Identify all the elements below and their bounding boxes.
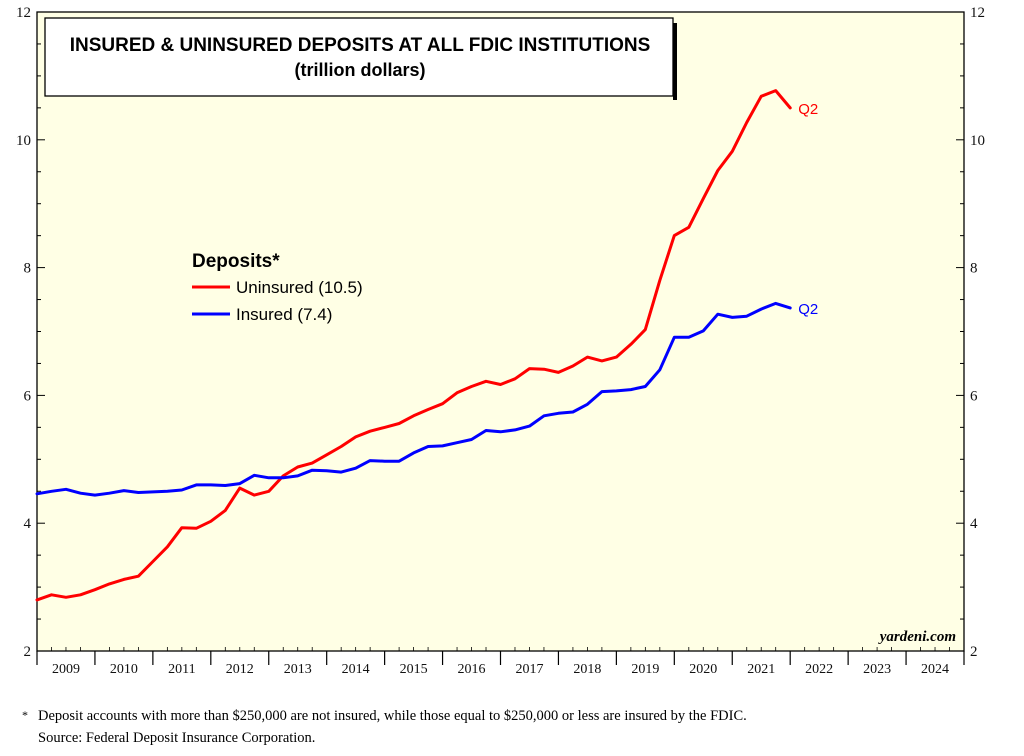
y-tick-label-right: 2 bbox=[970, 644, 978, 660]
plot-area bbox=[36, 11, 965, 652]
x-tick-label: 2023 bbox=[863, 662, 891, 677]
footnote-source: Source: Federal Deposit Insurance Corpor… bbox=[38, 730, 316, 746]
x-tick-label: 2016 bbox=[458, 662, 486, 677]
x-tick-label: 2019 bbox=[631, 662, 659, 677]
x-tick-label: 2010 bbox=[110, 662, 138, 677]
x-tick-label: 2014 bbox=[342, 662, 370, 677]
footnote-text: Deposit accounts with more than $250,000… bbox=[38, 708, 747, 724]
legend-title: Deposits* bbox=[192, 251, 280, 272]
y-tick-label-left: 8 bbox=[24, 261, 32, 277]
series-end-label: Q2 bbox=[798, 101, 818, 118]
y-tick-label-left: 6 bbox=[24, 388, 32, 404]
y-tick-label-left: 12 bbox=[16, 5, 31, 21]
chart-title: INSURED & UNINSURED DEPOSITS AT ALL FDIC… bbox=[70, 35, 651, 56]
x-tick-label: 2012 bbox=[226, 662, 254, 677]
x-tick-label: 2017 bbox=[515, 662, 543, 677]
x-tick-label: 2018 bbox=[573, 662, 601, 677]
legend: Deposits* Uninsured (10.5) Insured (7.4) bbox=[192, 251, 363, 324]
legend-label-uninsured: Uninsured (10.5) bbox=[236, 278, 363, 297]
x-tick-label: 2013 bbox=[284, 662, 312, 677]
legend-label-insured: Insured (7.4) bbox=[236, 305, 332, 324]
footnote-note: * Deposit accounts with more than $250,00… bbox=[22, 708, 747, 725]
x-axis: 2009 2010 2011 2012 2013 2014 2015 2016 2017 2018… bbox=[36, 647, 965, 677]
y-tick-label-right: 8 bbox=[970, 261, 978, 277]
x-tick-label: 2009 bbox=[52, 662, 80, 677]
y-tick-label-left: 4 bbox=[24, 516, 32, 532]
y-tick-label-right: 10 bbox=[970, 133, 985, 149]
series-line-uninsured bbox=[35, 89, 792, 602]
y-tick-label-right: 6 bbox=[970, 388, 978, 404]
series-layer: Q2 Q2 bbox=[35, 89, 818, 602]
x-tick-label: 2015 bbox=[400, 662, 428, 677]
series-line-insured bbox=[35, 301, 792, 497]
chart-title-box: INSURED & UNINSURED DEPOSITS AT ALL FDIC… bbox=[44, 17, 677, 100]
x-tick-label: 2022 bbox=[805, 662, 833, 677]
y-tick-label-left: 10 bbox=[16, 133, 31, 149]
title-box-frame bbox=[44, 17, 674, 97]
title-box-shadow bbox=[673, 23, 677, 100]
footnote-marker: * bbox=[22, 708, 28, 722]
series-end-label: Q2 bbox=[798, 301, 818, 318]
brand-watermark: yardeni.com bbox=[878, 629, 956, 645]
y-tick-label-right: 12 bbox=[970, 5, 985, 21]
y-tick-label-left: 2 bbox=[24, 644, 32, 660]
x-tick-label: 2011 bbox=[168, 662, 195, 677]
y-tick-label-right: 4 bbox=[970, 516, 978, 532]
x-tick-label: 2020 bbox=[689, 662, 717, 677]
chart-subtitle: (trillion dollars) bbox=[294, 60, 425, 80]
x-tick-label: 2021 bbox=[747, 662, 775, 677]
x-tick-label: 2024 bbox=[921, 662, 949, 677]
y-axis-right: 2 4 6 8 10 12 bbox=[956, 5, 985, 660]
y-axis-left: 2 4 6 8 10 12 bbox=[16, 5, 45, 660]
